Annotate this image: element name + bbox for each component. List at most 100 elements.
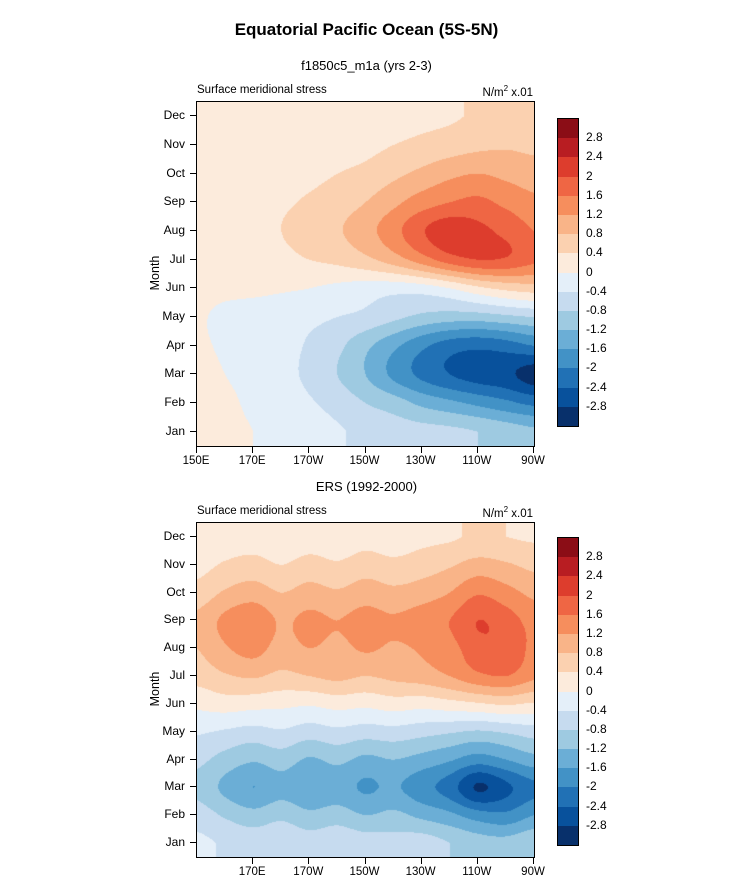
x-tick-mark <box>533 447 534 453</box>
field-label: Surface meridional stress <box>197 505 327 517</box>
y-tick-mark <box>190 344 196 346</box>
units-suffix: x.01 <box>508 507 533 520</box>
month-tick-label: May <box>162 309 185 323</box>
y-tick-mark <box>190 172 196 174</box>
month-tick-label: Nov <box>163 556 185 571</box>
colorbar-tick-label: -2 <box>586 779 597 794</box>
colorbar-tick-label: 0 <box>586 683 593 698</box>
colorbar-band <box>558 614 578 634</box>
colorbar-tick-label: 2 <box>586 168 593 183</box>
colorbar-tick-label: -2.8 <box>586 398 607 413</box>
month-tick-label: Oct <box>166 584 185 599</box>
colorbar-tick-label: 0.4 <box>586 664 603 679</box>
colorbar-tick-label: 2.4 <box>586 568 603 583</box>
x-tick-mark <box>196 447 197 453</box>
y-tick-mark <box>190 563 196 565</box>
colorbar-tick-label: 0 <box>586 264 593 279</box>
month-tick-label: Sep <box>163 194 185 209</box>
y-tick-mark <box>190 115 196 117</box>
colorbar-tick-label: -1.6 <box>586 760 607 775</box>
colorbar-tick-label: -1.2 <box>586 322 607 337</box>
x-tick-mark <box>533 858 534 864</box>
y-tick-mark <box>190 402 196 403</box>
colorbar-band <box>558 272 578 292</box>
units-label: N/m2 x.01 <box>197 84 533 99</box>
field-label: Surface meridional stress <box>197 84 327 96</box>
colorbar-tick-label: -2 <box>586 360 597 375</box>
colorbar-band <box>558 691 578 711</box>
month-tick-label: Apr <box>166 337 185 352</box>
y-tick-mark <box>190 373 196 375</box>
colorbar-band <box>558 330 578 350</box>
y-tick-mark <box>190 814 196 816</box>
plot-frame <box>196 101 535 447</box>
longitude-tick-label: 150W <box>349 866 380 878</box>
y-tick-mark <box>190 647 196 649</box>
longitude-tick-label: 90W <box>521 455 545 467</box>
colorbar-tick-label: 2.8 <box>586 549 603 564</box>
colorbar-band <box>558 633 578 654</box>
y-tick-mark <box>190 842 196 844</box>
longitude-tick-label: 130W <box>405 455 436 467</box>
x-tick-mark <box>420 447 422 453</box>
figure-title: Equatorial Pacific Ocean (5S-5N) <box>234 20 499 39</box>
y-tick-mark <box>190 730 196 732</box>
y-tick-mark <box>190 230 196 231</box>
y-tick-mark <box>190 535 196 537</box>
x-tick-mark <box>308 858 310 864</box>
colorbar-band <box>558 595 578 615</box>
longitude-tick-label: 110W <box>462 866 492 878</box>
longitude-tick-label: 170W <box>293 866 324 878</box>
month-tick-label: Jan <box>165 423 185 438</box>
colorbar-band <box>558 729 578 750</box>
longitude-tick-label: 150E <box>182 455 210 467</box>
colorbar-band <box>558 138 578 158</box>
longitude-tick-label: 170E <box>238 866 266 878</box>
colorbar-band <box>558 806 578 826</box>
month-tick-label: May <box>162 723 185 738</box>
panel-observations: ERS (1992-2000) Surface meridional stres… <box>0 479 733 890</box>
y-tick-mark <box>190 619 196 621</box>
colorbar-band <box>558 406 578 426</box>
month-tick-label: Mar <box>164 366 185 381</box>
colorbar-band <box>558 557 578 577</box>
colorbar-band <box>558 368 578 388</box>
panel-subtitle: f1850c5_m1a (yrs 2-3) <box>301 58 432 73</box>
panel-subtitle: ERS (1992-2000) <box>315 479 418 494</box>
colorbar <box>557 537 579 846</box>
month-tick-label: Sep <box>163 612 185 627</box>
longitude-tick-label: 150W <box>349 455 380 467</box>
colorbar-band <box>558 538 578 558</box>
colorbar-tick-label: -0.8 <box>586 721 607 736</box>
colorbar-band <box>558 387 578 407</box>
units-label: N/m2 x.01 <box>197 505 533 520</box>
colorbar-band <box>558 576 578 596</box>
month-tick-label: Jun <box>165 280 185 295</box>
colorbar-band <box>558 710 578 730</box>
contour-plot <box>197 523 534 857</box>
y-tick-mark <box>190 702 196 704</box>
colorbar-tick-label: -2.4 <box>586 379 607 394</box>
longitude-tick-label: 110W <box>462 455 492 467</box>
month-tick-label: Aug <box>163 640 185 655</box>
colorbar-tick-label: 1.2 <box>586 625 603 640</box>
colorbar-band <box>558 291 578 311</box>
x-tick-mark <box>252 447 254 453</box>
colorbar <box>557 118 579 427</box>
x-tick-mark <box>364 447 366 453</box>
longitude-tick-label: 90W <box>521 866 545 878</box>
month-tick-label: Dec <box>163 108 185 123</box>
colorbar-tick-label: -0.8 <box>586 302 607 317</box>
colorbar-tick-label: 2.4 <box>586 149 603 164</box>
colorbar-tick-label: -0.4 <box>586 702 607 717</box>
contour-plot <box>197 102 534 446</box>
colorbar-tick-label: 0.4 <box>586 245 603 260</box>
units-text: N/m <box>482 86 504 99</box>
month-tick-label: Feb <box>164 807 185 822</box>
longitude-tick-label: 170W <box>293 455 324 467</box>
colorbar-band <box>558 119 578 139</box>
y-tick-mark <box>190 201 196 203</box>
y-tick-mark <box>190 316 196 317</box>
colorbar-band <box>558 214 578 235</box>
